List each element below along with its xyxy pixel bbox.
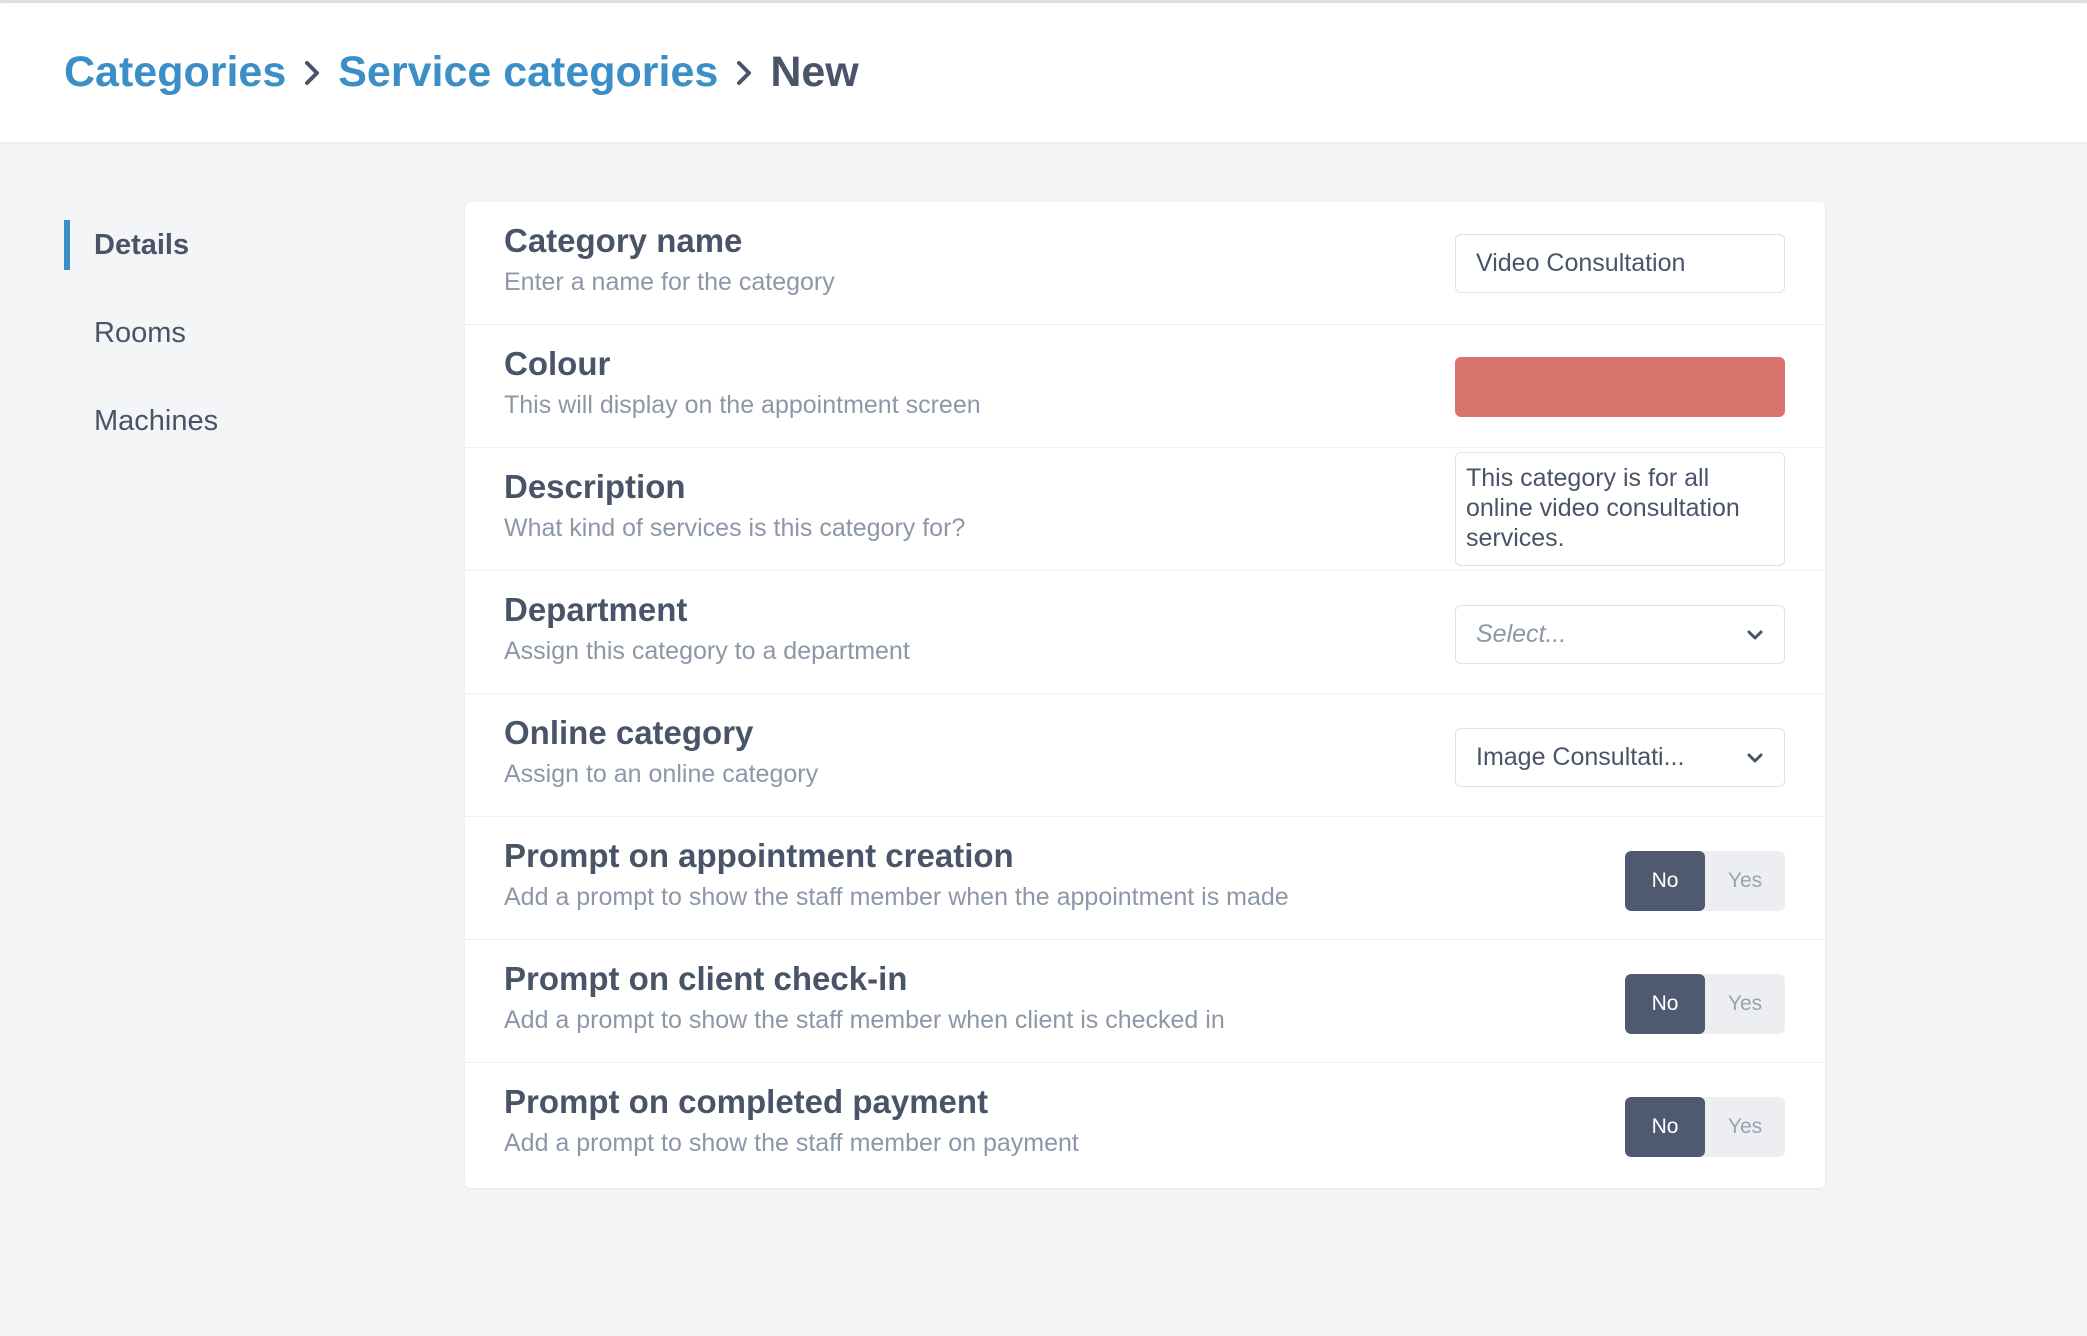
category-name-label: Category name <box>504 222 743 259</box>
prompt-payment-label: Prompt on completed payment <box>504 1083 989 1120</box>
description-row: Description What kind of services is thi… <box>465 448 1825 571</box>
colour-picker-swatch[interactable] <box>1455 357 1785 417</box>
prompt-checkin-label: Prompt on client check-in <box>504 960 908 997</box>
category-name-hint: Enter a name for the category <box>504 268 835 296</box>
department-hint: Assign this category to a department <box>504 637 910 665</box>
sidebar-item-machines[interactable]: Machines <box>64 396 404 446</box>
sidebar-item-details[interactable]: Details <box>64 220 404 270</box>
description-hint: What kind of services is this category f… <box>504 514 966 542</box>
sidebar-item-label: Rooms <box>94 316 186 349</box>
prompt-creation-yes-option[interactable]: Yes <box>1727 869 1763 892</box>
department-row: Department Assign this category to a dep… <box>465 571 1825 694</box>
prompt-creation-no-option[interactable]: No <box>1625 851 1705 911</box>
online-category-value: Image Consultati... <box>1476 743 1685 771</box>
category-name-row: Category name Enter a name for the categ… <box>465 202 1825 325</box>
online-category-label: Online category <box>504 714 754 751</box>
prompt-checkin-no-option[interactable]: No <box>1625 974 1705 1034</box>
chevron-down-icon <box>1747 753 1763 762</box>
online-category-row: Online category Assign to an online cate… <box>465 694 1825 817</box>
breadcrumb-categories-link[interactable]: Categories <box>64 48 287 96</box>
chevron-right-icon <box>718 48 770 98</box>
prompt-creation-label: Prompt on appointment creation <box>504 837 1014 874</box>
page-header: Categories Service categories New <box>0 3 2087 142</box>
breadcrumb-service-categories-link[interactable]: Service categories <box>338 48 719 96</box>
prompt-creation-row: Prompt on appointment creation Add a pro… <box>465 817 1825 940</box>
sidebar-item-label: Machines <box>94 404 219 437</box>
prompt-payment-row: Prompt on completed payment Add a prompt… <box>465 1063 1825 1186</box>
department-select[interactable]: Select... <box>1455 605 1785 664</box>
prompt-payment-toggle: No Yes <box>1625 1097 1785 1157</box>
prompt-checkin-toggle: No Yes <box>1625 974 1785 1034</box>
prompt-payment-hint: Add a prompt to show the staff member on… <box>504 1129 1079 1157</box>
prompt-creation-hint: Add a prompt to show the staff member wh… <box>504 883 1289 911</box>
department-placeholder: Select... <box>1476 620 1567 648</box>
category-name-value: Video Consultation <box>1476 249 1686 277</box>
prompt-checkin-yes-option[interactable]: Yes <box>1727 992 1763 1015</box>
prompt-payment-no-option[interactable]: No <box>1625 1097 1705 1157</box>
prompt-payment-yes-option[interactable]: Yes <box>1727 1115 1763 1138</box>
colour-row: Colour This will display on the appointm… <box>465 325 1825 448</box>
prompt-checkin-hint: Add a prompt to show the staff member wh… <box>504 1006 1225 1034</box>
online-category-hint: Assign to an online category <box>504 760 819 788</box>
sidebar-item-rooms[interactable]: Rooms <box>64 308 404 358</box>
sidebar-item-label: Details <box>94 228 190 261</box>
online-category-select[interactable]: Image Consultati... <box>1455 728 1785 787</box>
department-label: Department <box>504 591 688 628</box>
chevron-down-icon <box>1747 630 1763 639</box>
description-textarea[interactable]: This category is for all online video co… <box>1455 452 1785 566</box>
chevron-right-icon <box>286 48 338 98</box>
category-name-input[interactable]: Video Consultation <box>1455 234 1785 293</box>
top-border <box>0 0 2087 3</box>
description-label: Description <box>504 468 686 505</box>
details-form-card: Category name Enter a name for the categ… <box>465 202 1825 1188</box>
breadcrumb: Categories Service categories New <box>64 48 859 98</box>
prompt-checkin-row: Prompt on client check-in Add a prompt t… <box>465 940 1825 1063</box>
prompt-creation-toggle: No Yes <box>1625 851 1785 911</box>
breadcrumb-current: New <box>770 48 859 96</box>
colour-hint: This will display on the appointment scr… <box>504 391 981 419</box>
colour-label: Colour <box>504 345 611 382</box>
sidebar-nav: Details Rooms Machines <box>64 220 404 484</box>
